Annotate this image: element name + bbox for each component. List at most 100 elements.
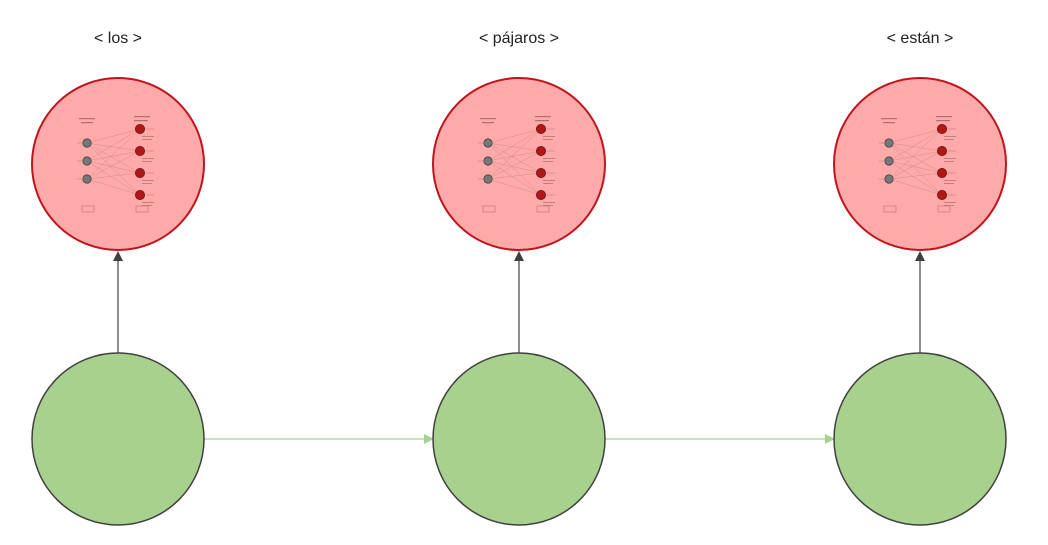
nn-label-mark xyxy=(142,161,152,162)
nn-caption-mark xyxy=(482,122,494,124)
nn-connection xyxy=(888,150,943,180)
nn-connection xyxy=(86,128,141,162)
nn-connection xyxy=(86,150,141,180)
nn-bias-box xyxy=(536,205,550,213)
nn-label-mark xyxy=(543,202,555,203)
nn-label-mark xyxy=(944,180,956,181)
nn-connection xyxy=(888,142,943,152)
nn-label-mark xyxy=(944,139,954,140)
hidden-state-circle xyxy=(833,352,1007,526)
nn-caption-mark xyxy=(79,118,95,120)
nn-label-mark xyxy=(142,202,154,203)
nn-output-neuron xyxy=(937,189,948,200)
nn-caption-mark xyxy=(535,120,549,122)
nn-connection xyxy=(86,160,141,196)
nn-connection xyxy=(888,128,943,144)
nn-label-mark xyxy=(142,205,152,206)
nn-connection xyxy=(888,128,943,162)
nn-connection xyxy=(86,160,141,174)
nn-caption-mark xyxy=(480,118,496,120)
nn-connection xyxy=(888,160,943,196)
nn-label-mark xyxy=(944,161,954,162)
nn-output-neuron xyxy=(937,124,948,135)
nn-label-mark xyxy=(543,136,555,137)
nn-caption-mark xyxy=(936,116,952,118)
nn-connection xyxy=(487,160,542,174)
hidden-state-circle xyxy=(432,352,606,526)
nn-connection xyxy=(487,178,542,196)
nn-caption-mark xyxy=(883,122,895,124)
hidden-state-circle xyxy=(31,352,205,526)
nn-bias-box xyxy=(883,205,897,213)
nn-label-mark xyxy=(142,158,154,159)
token-label-los: < los > xyxy=(93,30,143,47)
nn-connection xyxy=(487,128,542,144)
token-label-pajaros: < pájaros > xyxy=(478,30,560,47)
nn-output-neuron xyxy=(937,167,948,178)
nn-connection xyxy=(86,128,141,144)
nn-connection xyxy=(888,178,943,196)
nn-bias-box xyxy=(81,205,95,213)
nn-connection xyxy=(86,142,141,196)
nn-connection xyxy=(487,142,542,196)
nn-caption-mark xyxy=(134,116,150,118)
nn-connection xyxy=(487,150,542,162)
output-circle xyxy=(31,77,205,251)
nn-label-mark xyxy=(142,139,152,140)
nn-label-mark xyxy=(944,202,956,203)
nn-output-neuron xyxy=(937,145,948,156)
nn-connection xyxy=(487,150,542,180)
nn-label-mark xyxy=(543,139,553,140)
nn-label-mark xyxy=(142,136,154,137)
nn-label-mark xyxy=(944,158,956,159)
nn-connection xyxy=(487,160,542,196)
nn-output-neuron xyxy=(134,145,145,156)
nn-label-mark xyxy=(543,180,555,181)
nn-label-mark xyxy=(543,158,555,159)
nn-connection xyxy=(487,128,542,162)
nn-input-neuron xyxy=(82,138,92,148)
nn-label-mark xyxy=(944,205,954,206)
nn-output-neuron xyxy=(536,167,547,178)
nn-caption-mark xyxy=(134,120,148,122)
output-circle xyxy=(833,77,1007,251)
nn-connection xyxy=(86,178,141,196)
nn-connection xyxy=(888,160,943,174)
nn-connection xyxy=(487,128,542,180)
nn-input-neuron xyxy=(884,156,894,166)
nn-caption-mark xyxy=(936,120,950,122)
nn-connection xyxy=(888,128,943,180)
token-label-estan: < están > xyxy=(886,30,954,47)
nn-connection xyxy=(487,142,542,152)
nn-caption-mark xyxy=(81,122,93,124)
nn-output-neuron xyxy=(134,124,145,135)
nn-connection xyxy=(86,150,141,162)
nn-bias-box xyxy=(482,205,496,213)
nn-connection xyxy=(888,172,943,180)
nn-label-mark xyxy=(543,205,553,206)
nn-output-neuron xyxy=(536,124,547,135)
nn-input-neuron xyxy=(483,156,493,166)
nn-input-neuron xyxy=(884,174,894,184)
nn-output-neuron xyxy=(134,167,145,178)
nn-input-neuron xyxy=(82,156,92,166)
nn-caption-mark xyxy=(535,116,551,118)
output-circle xyxy=(432,77,606,251)
nn-input-neuron xyxy=(483,174,493,184)
nn-input-neuron xyxy=(82,174,92,184)
nn-connection xyxy=(487,142,542,174)
nn-connection xyxy=(487,172,542,180)
nn-label-mark xyxy=(543,183,553,184)
nn-output-neuron xyxy=(536,189,547,200)
nn-bias-box xyxy=(135,205,149,213)
nn-caption-mark xyxy=(881,118,897,120)
nn-connection xyxy=(86,128,141,180)
nn-input-neuron xyxy=(884,138,894,148)
nn-label-mark xyxy=(142,183,152,184)
nn-input-neuron xyxy=(483,138,493,148)
nn-label-mark xyxy=(543,161,553,162)
nn-label-mark xyxy=(944,136,956,137)
nn-connection xyxy=(888,142,943,174)
nn-label-mark xyxy=(944,183,954,184)
